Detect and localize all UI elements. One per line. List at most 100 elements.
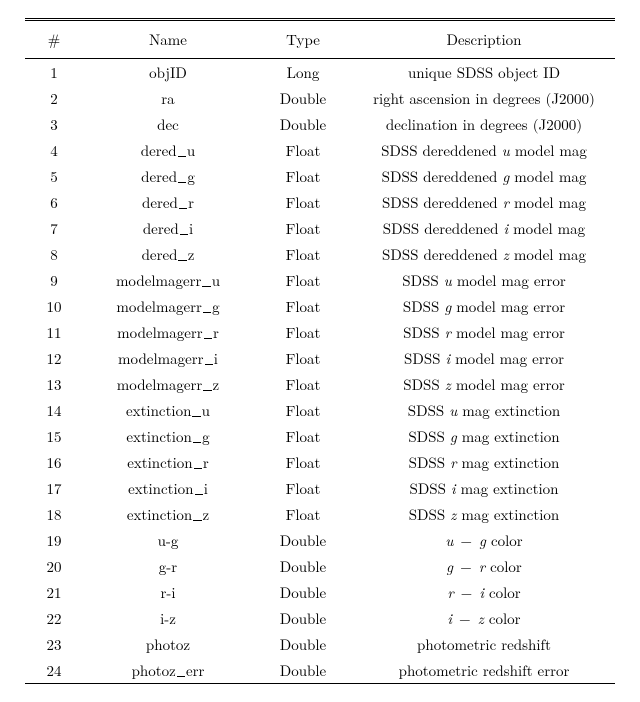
cell-type: Float (253, 449, 353, 475)
cell-type: Float (253, 293, 353, 319)
cell-desc: SDSS u model mag error (353, 267, 615, 293)
cell-type: Double (253, 527, 353, 553)
cell-name: modelmagerru (83, 267, 253, 293)
table-row: 17extinctioniFloatSDSS i mag extinction (25, 475, 615, 501)
cell-type: Double (253, 631, 353, 657)
table-row: 16extinctionrFloatSDSS r mag extinction (25, 449, 615, 475)
cell-num: 13 (25, 371, 83, 397)
cell-type: Float (253, 371, 353, 397)
cell-name: deredz (83, 241, 253, 267)
cell-name: modelmagerri (83, 345, 253, 371)
cell-name: r-i (83, 579, 253, 605)
cell-num: 20 (25, 553, 83, 579)
cell-type: Float (253, 267, 353, 293)
cell-num: 23 (25, 631, 83, 657)
cell-num: 22 (25, 605, 83, 631)
header-row: # Name Type Description (25, 20, 615, 59)
cell-num: 2 (25, 85, 83, 111)
cell-desc: SDSS u mag extinction (353, 397, 615, 423)
cell-desc: SDSS i mag extinction (353, 475, 615, 501)
cell-type: Float (253, 163, 353, 189)
table-row: 12modelmagerriFloatSDSS i model mag erro… (25, 345, 615, 371)
cell-name: ra (83, 85, 253, 111)
cell-type: Float (253, 423, 353, 449)
cell-name: i-z (83, 605, 253, 631)
cell-type: Float (253, 319, 353, 345)
cell-desc: unique SDSS object ID (353, 59, 615, 86)
cell-name: extinctionz (83, 501, 253, 527)
table-row: 11modelmagerrrFloatSDSS r model mag erro… (25, 319, 615, 345)
cell-type: Float (253, 215, 353, 241)
cell-type: Double (253, 553, 353, 579)
cell-name: modelmagerrr (83, 319, 253, 345)
cell-num: 1 (25, 59, 83, 86)
cell-type: Double (253, 605, 353, 631)
cell-type: Float (253, 397, 353, 423)
header-name: Name (83, 20, 253, 59)
table-row: 9modelmagerruFloatSDSS u model mag error (25, 267, 615, 293)
cell-num: 8 (25, 241, 83, 267)
cell-type: Float (253, 189, 353, 215)
cell-type: Double (253, 85, 353, 111)
cell-type: Double (253, 579, 353, 605)
cell-type: Float (253, 475, 353, 501)
table-row: 23photozDoublephotometric redshift (25, 631, 615, 657)
cell-name: deredu (83, 137, 253, 163)
cell-num: 17 (25, 475, 83, 501)
table-row: 13modelmagerrzFloatSDSS z model mag erro… (25, 371, 615, 397)
cell-num: 9 (25, 267, 83, 293)
cell-num: 10 (25, 293, 83, 319)
table-row: 10modelmagerrgFloatSDSS g model mag erro… (25, 293, 615, 319)
cell-name: u-g (83, 527, 253, 553)
table-row: 8deredzFloatSDSS dereddened z model mag (25, 241, 615, 267)
cell-num: 4 (25, 137, 83, 163)
cell-desc: SDSS r mag extinction (353, 449, 615, 475)
cell-num: 12 (25, 345, 83, 371)
table-row: 15extinctiongFloatSDSS g mag extinction (25, 423, 615, 449)
cell-name: objID (83, 59, 253, 86)
cell-num: 24 (25, 657, 83, 684)
cell-num: 14 (25, 397, 83, 423)
cell-name: deredr (83, 189, 253, 215)
cell-name: extinctioni (83, 475, 253, 501)
cell-desc: SDSS dereddened r model mag (353, 189, 615, 215)
cell-num: 16 (25, 449, 83, 475)
table-row: 19u-gDoubleu − g color (25, 527, 615, 553)
table-row: 4dereduFloatSDSS dereddened u model mag (25, 137, 615, 163)
table-row: 18extinctionzFloatSDSS z mag extinction (25, 501, 615, 527)
cell-type: Float (253, 501, 353, 527)
cell-name: deredi (83, 215, 253, 241)
cell-type: Double (253, 111, 353, 137)
cell-num: 18 (25, 501, 83, 527)
table-row: 6deredrFloatSDSS dereddened r model mag (25, 189, 615, 215)
table-row: 14extinctionuFloatSDSS u mag extinction (25, 397, 615, 423)
cell-name: extinctiong (83, 423, 253, 449)
table-row: 21r-iDoubler − i color (25, 579, 615, 605)
table-row: 22i-zDoublei − z color (25, 605, 615, 631)
cell-desc: SDSS dereddened g model mag (353, 163, 615, 189)
table-row: 7derediFloatSDSS dereddened i model mag (25, 215, 615, 241)
cell-desc: SDSS g model mag error (353, 293, 615, 319)
cell-name: extinctionu (83, 397, 253, 423)
cell-num: 3 (25, 111, 83, 137)
cell-desc: SDSS dereddened i model mag (353, 215, 615, 241)
table-row: 5deredgFloatSDSS dereddened g model mag (25, 163, 615, 189)
cell-num: 11 (25, 319, 83, 345)
cell-desc: r − i color (353, 579, 615, 605)
cell-num: 15 (25, 423, 83, 449)
cell-desc: SDSS r model mag error (353, 319, 615, 345)
cell-desc: SDSS i model mag error (353, 345, 615, 371)
cell-type: Double (253, 657, 353, 684)
cell-desc: SDSS dereddened u model mag (353, 137, 615, 163)
cell-desc: SDSS dereddened z model mag (353, 241, 615, 267)
table-row: 2raDoubleright ascension in degrees (J20… (25, 85, 615, 111)
cell-type: Float (253, 345, 353, 371)
cell-num: 19 (25, 527, 83, 553)
cell-desc: right ascension in degrees (J2000) (353, 85, 615, 111)
cell-num: 5 (25, 163, 83, 189)
cell-desc: SDSS g mag extinction (353, 423, 615, 449)
header-num: # (25, 20, 83, 59)
header-type: Type (253, 20, 353, 59)
schema-table: # Name Type Description 1objIDLongunique… (25, 18, 615, 684)
table-row: 3decDoubledeclination in degrees (J2000) (25, 111, 615, 137)
